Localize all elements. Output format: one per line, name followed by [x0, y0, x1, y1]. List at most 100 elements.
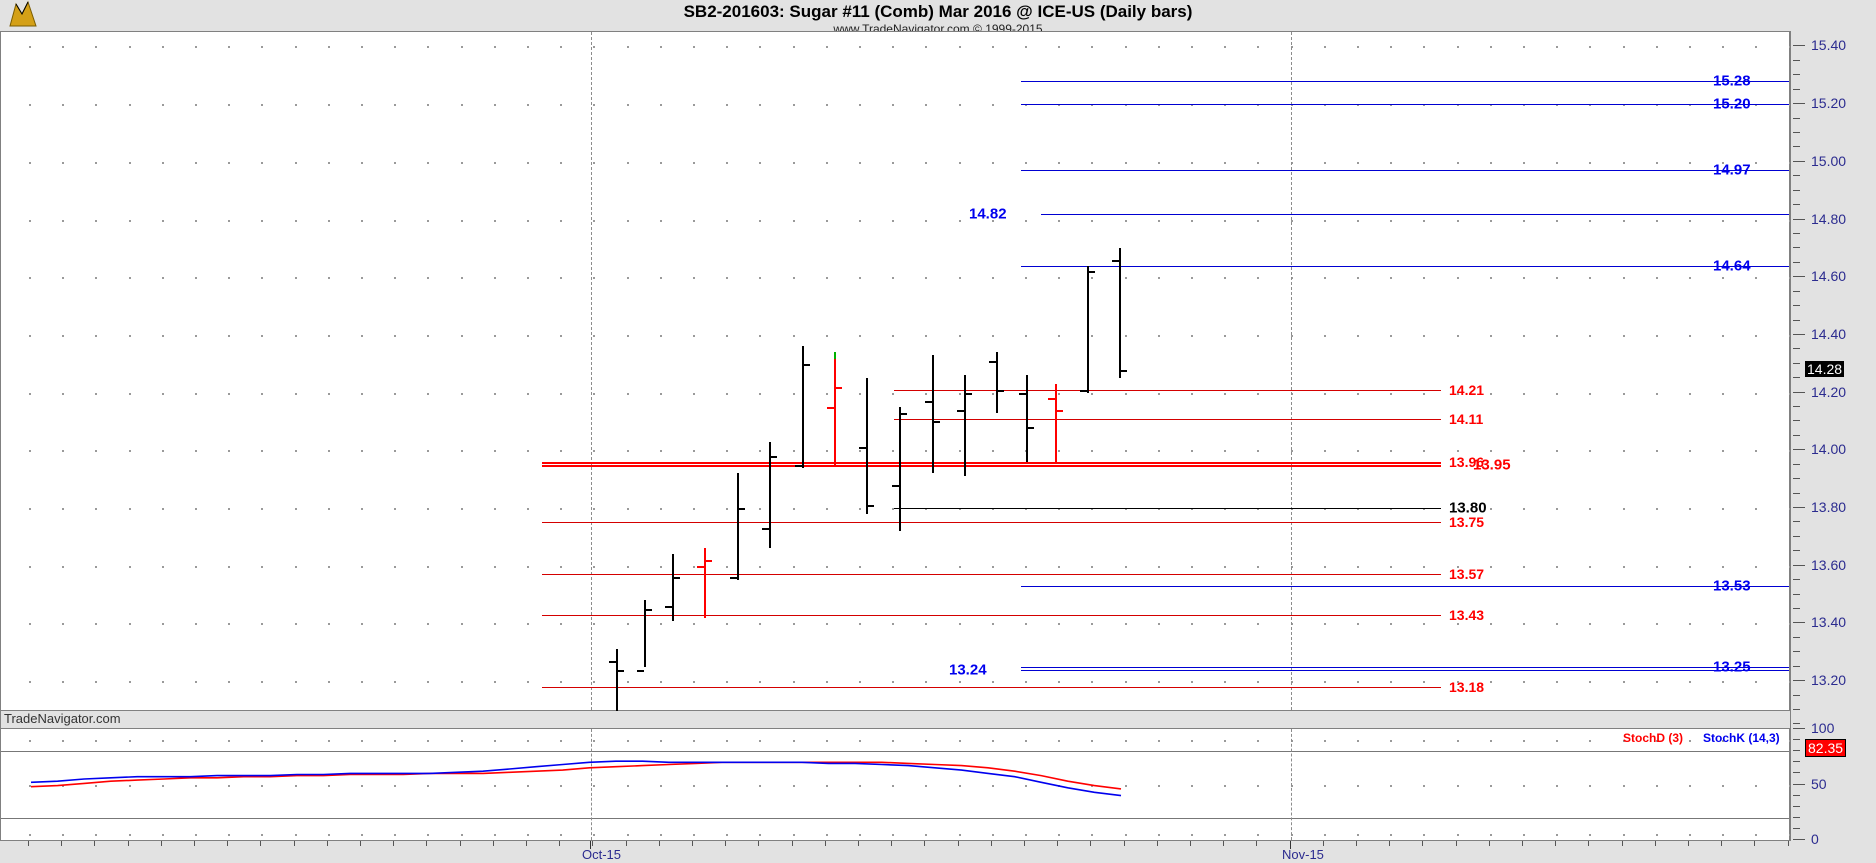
bar-close-tick	[1088, 271, 1095, 274]
bar-close-tick	[965, 392, 972, 395]
level-line-13.53[interactable]	[1021, 585, 1789, 587]
bar-range	[996, 352, 998, 413]
level-line-13.24[interactable]	[1021, 669, 1789, 671]
level-label-14.82[interactable]: 14.82	[969, 205, 1007, 223]
price-axis-label: 15.40	[1811, 37, 1847, 54]
level-label-14.97[interactable]: 14.97	[1713, 161, 1751, 179]
bar-range	[1119, 248, 1121, 379]
bar-close-tick	[770, 456, 777, 459]
bar-open-tick	[989, 360, 996, 363]
ohlc-bar[interactable]	[989, 352, 1004, 413]
level-line-13.25[interactable]	[1021, 666, 1789, 668]
level-line-14.21[interactable]	[894, 389, 1441, 391]
tradenavigator-logo-icon	[6, 0, 40, 30]
ohlc-bar[interactable]	[827, 352, 842, 465]
stochastic-pane[interactable]: StochD (3) StochK (14,3)	[0, 728, 1791, 841]
level-label-14.64[interactable]: 14.64	[1713, 257, 1751, 275]
ohlc-bar[interactable]	[925, 355, 940, 474]
level-line-14.64[interactable]	[1021, 265, 1789, 267]
price-axis-label: 15.00	[1811, 152, 1847, 169]
level-label-13.96[interactable]: 13.96	[1449, 453, 1485, 470]
ohlc-bar[interactable]	[1019, 375, 1034, 462]
level-line-13.80[interactable]	[894, 508, 1441, 510]
bar-close-tick	[705, 559, 712, 562]
bar-close-tick	[1027, 427, 1034, 430]
bar-range	[899, 407, 901, 532]
watermark-band	[0, 711, 1792, 729]
ohlc-bar[interactable]	[697, 548, 712, 618]
bar-open-tick	[1048, 398, 1055, 401]
bar-high-highlight	[834, 352, 836, 360]
ohlc-bar[interactable]	[795, 346, 810, 468]
bar-close-tick	[738, 508, 745, 511]
ohlc-bar[interactable]	[1112, 248, 1127, 379]
date-axis-label: Oct-15	[582, 847, 622, 862]
level-label-15.28[interactable]: 15.28	[1713, 72, 1751, 90]
level-line-13.43[interactable]	[542, 614, 1441, 616]
level-line-13.96[interactable]	[542, 461, 1441, 464]
bar-range	[1055, 383, 1057, 462]
level-line-14.82[interactable]	[1041, 213, 1789, 215]
price-chart-pane[interactable]: 15.28 15.20 14.97 14.82 14.64 14.21 14.11 13.96…	[0, 31, 1791, 728]
price-axis-label: 13.40	[1811, 614, 1847, 631]
legend-stochd[interactable]: StochD (3)	[1623, 731, 1683, 745]
ohlc-bar[interactable]	[859, 378, 874, 514]
stoch-current-marker: 82.35	[1805, 738, 1847, 757]
price-axis[interactable]: 15.40 15.20 15.00 14.80 14.60 14.40 14.20 14.00…	[1790, 31, 1876, 847]
level-line-13.95[interactable]	[542, 464, 1441, 467]
level-label-13.95[interactable]: 13.95	[1473, 456, 1511, 474]
bar-open-tick	[665, 606, 672, 609]
bar-open-tick	[609, 660, 616, 663]
bar-range	[1087, 265, 1089, 393]
page-title: SB2-201603: Sugar #11 (Comb) Mar 2016 @ …	[683, 2, 1193, 21]
level-label-14.21[interactable]: 14.21	[1449, 381, 1485, 398]
bar-close-tick	[673, 577, 680, 580]
stoch-axis-label: 50	[1811, 775, 1827, 792]
level-line-13.57[interactable]	[542, 574, 1441, 576]
price-axis-label: 13.20	[1811, 672, 1847, 689]
stochd-curve	[30, 761, 1122, 790]
watermark-label: TradeNavigator.com	[4, 711, 121, 726]
stoch-axis-label: 100	[1811, 720, 1835, 736]
date-tick-major	[590, 841, 591, 849]
level-line-13.75[interactable]	[542, 522, 1441, 524]
level-label-13.75[interactable]: 13.75	[1449, 514, 1485, 531]
bar-range	[644, 600, 646, 667]
level-label-15.20[interactable]: 15.20	[1713, 95, 1751, 113]
bar-range	[769, 441, 771, 549]
level-label-13.25[interactable]: 13.25	[1713, 658, 1751, 676]
bar-close-tick	[835, 386, 842, 389]
ohlc-bar[interactable]	[609, 649, 624, 728]
bar-open-tick	[957, 409, 964, 412]
level-label-13.18[interactable]: 13.18	[1449, 678, 1485, 695]
bar-close-tick	[1056, 409, 1063, 412]
bar-open-tick	[827, 407, 834, 410]
ohlc-bar[interactable]	[762, 441, 777, 549]
level-line-13.18[interactable]	[542, 686, 1441, 688]
ohlc-bar[interactable]	[665, 554, 680, 621]
bar-open-tick	[1112, 259, 1119, 262]
bar-open-tick	[795, 464, 802, 467]
bar-open-tick	[637, 669, 644, 672]
level-label-13.80[interactable]: 13.80	[1449, 499, 1487, 517]
ohlc-bar[interactable]	[1048, 383, 1063, 462]
level-line-14.11[interactable]	[894, 418, 1441, 420]
month-divider	[591, 32, 593, 710]
current-price-marker: 14.28	[1805, 360, 1845, 377]
ohlc-bar[interactable]	[1080, 265, 1095, 393]
bar-close-tick	[645, 609, 652, 611]
ohlc-bar[interactable]	[892, 407, 907, 532]
level-label-14.11[interactable]: 14.11	[1449, 410, 1484, 427]
level-label-13.57[interactable]: 13.57	[1449, 566, 1485, 583]
level-line-14.97[interactable]	[1021, 170, 1789, 172]
bar-range	[834, 352, 836, 465]
level-label-13.24[interactable]: 13.24	[949, 661, 987, 679]
ohlc-bar[interactable]	[637, 600, 652, 672]
ohlc-bar[interactable]	[730, 473, 745, 581]
level-line-15.20[interactable]	[1021, 104, 1789, 106]
ohlc-bar[interactable]	[957, 375, 972, 477]
legend-stochk[interactable]: StochK (14,3)	[1703, 731, 1780, 745]
level-label-13.43[interactable]: 13.43	[1449, 606, 1485, 623]
level-label-13.53[interactable]: 13.53	[1713, 577, 1751, 595]
level-line-15.28[interactable]	[1021, 81, 1789, 83]
